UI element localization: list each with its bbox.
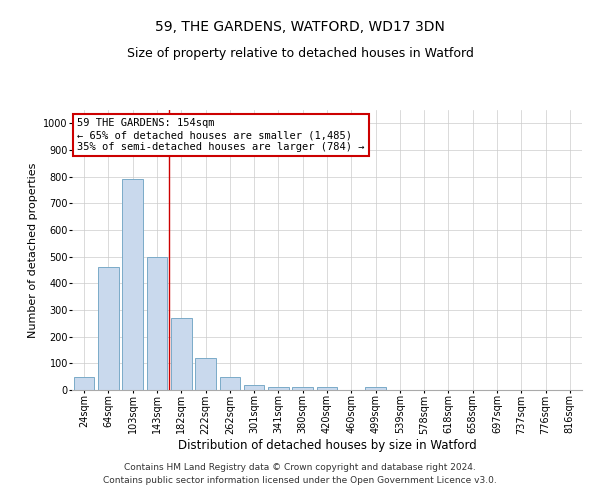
Bar bbox=[146, 256, 167, 390]
Text: 59, THE GARDENS, WATFORD, WD17 3DN: 59, THE GARDENS, WATFORD, WD17 3DN bbox=[155, 20, 445, 34]
Bar bbox=[171, 318, 191, 390]
Text: Contains HM Land Registry data © Crown copyright and database right 2024.: Contains HM Land Registry data © Crown c… bbox=[124, 464, 476, 472]
Bar bbox=[268, 386, 289, 390]
Y-axis label: Number of detached properties: Number of detached properties bbox=[28, 162, 38, 338]
Bar bbox=[195, 358, 216, 390]
Bar bbox=[98, 268, 119, 390]
Bar bbox=[365, 388, 386, 390]
X-axis label: Distribution of detached houses by size in Watford: Distribution of detached houses by size … bbox=[178, 439, 476, 452]
Bar bbox=[317, 386, 337, 390]
Bar bbox=[74, 378, 94, 390]
Bar bbox=[244, 385, 265, 390]
Text: 59 THE GARDENS: 154sqm
← 65% of detached houses are smaller (1,485)
35% of semi-: 59 THE GARDENS: 154sqm ← 65% of detached… bbox=[77, 118, 365, 152]
Bar bbox=[220, 376, 240, 390]
Bar bbox=[122, 180, 143, 390]
Text: Size of property relative to detached houses in Watford: Size of property relative to detached ho… bbox=[127, 48, 473, 60]
Bar bbox=[292, 388, 313, 390]
Text: Contains public sector information licensed under the Open Government Licence v3: Contains public sector information licen… bbox=[103, 476, 497, 485]
